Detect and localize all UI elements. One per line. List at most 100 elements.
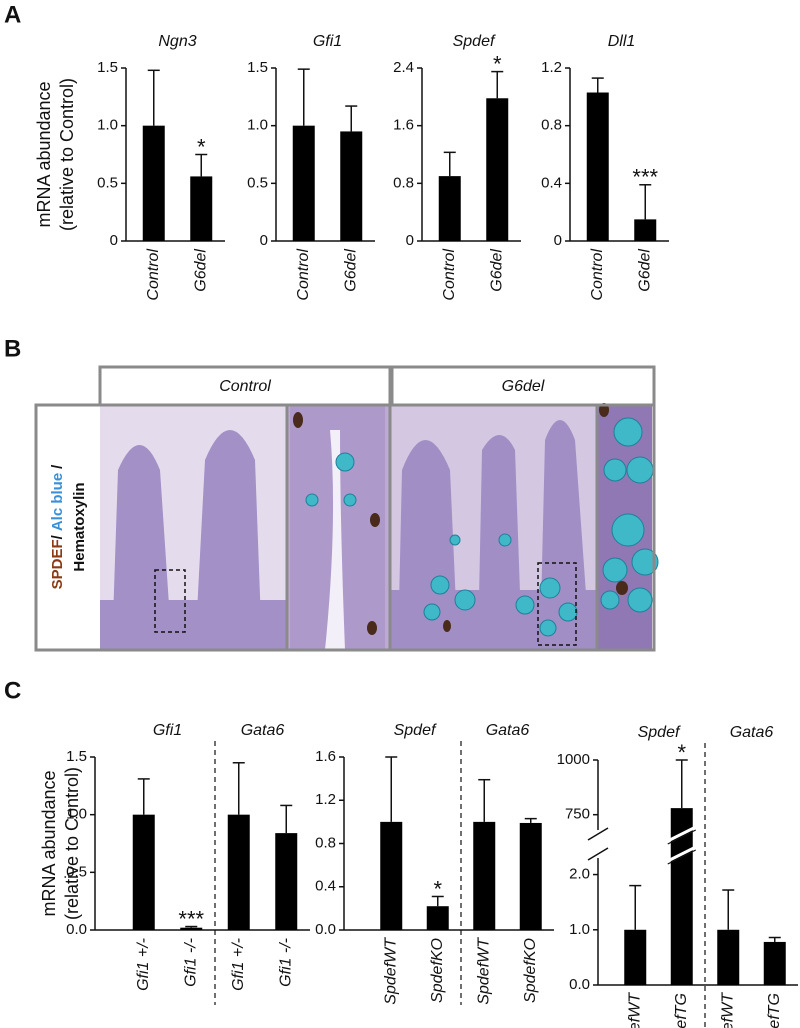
x-tick-label: G6del	[192, 249, 209, 292]
panel-label: C	[4, 677, 21, 704]
group-title: Gfi1	[153, 722, 182, 739]
header-label: G6del	[502, 378, 545, 395]
y-tick-label: 2.4	[393, 59, 414, 76]
y-tick-label: 0.4	[315, 878, 336, 895]
bar	[473, 821, 496, 930]
header-label: Control	[219, 378, 271, 395]
bar-break	[667, 845, 697, 863]
significance: ***	[178, 906, 204, 931]
y-tick-label: 0.5	[66, 863, 87, 880]
y-tick-label: 1.0	[66, 806, 87, 823]
stain-sep: /	[49, 534, 66, 539]
stain-hematoxylin: Hematoxylin	[71, 482, 88, 571]
x-tick-label: SpdefKO	[522, 938, 539, 1003]
x-tick-label: SpdefWT	[475, 937, 492, 1005]
x-tick-label: SpdefTG	[673, 993, 690, 1028]
y-tick-label: 1.2	[315, 791, 336, 808]
y-axis-label: (relative to Control)	[62, 767, 82, 920]
group-title: Gata6	[486, 722, 530, 739]
bar	[292, 125, 315, 241]
bar	[340, 131, 363, 241]
y-tick-label: 0	[260, 232, 268, 249]
zoom-box	[537, 562, 577, 646]
x-tick-label: SpdefWT	[626, 992, 643, 1028]
y-tick-label: 0.0	[66, 921, 87, 938]
group-title: Gata6	[730, 724, 774, 741]
chart-title: Dll1	[608, 33, 636, 50]
bar-break-edge	[667, 829, 697, 845]
bar	[380, 821, 403, 930]
x-tick-label: Gfi1 -/-	[182, 938, 199, 987]
group-title: Gata6	[241, 722, 285, 739]
bar	[624, 929, 647, 985]
x-tick-label: SpdefWT	[382, 937, 399, 1005]
significance: *	[197, 134, 206, 159]
y-tick-label: 1.2	[541, 59, 562, 76]
significance: ***	[632, 165, 658, 190]
bar	[486, 98, 509, 242]
axis-break	[587, 827, 609, 841]
y-tick-label: 0.0	[569, 976, 590, 993]
x-tick-label: Gfi1 +/-	[230, 938, 247, 991]
x-tick-label: Gfi1 +/-	[135, 938, 152, 991]
y-tick-label: 1.5	[66, 748, 87, 765]
panel-label: B	[4, 335, 21, 362]
axis-break	[587, 847, 609, 861]
bar	[586, 92, 609, 241]
bar-break-edge	[667, 849, 697, 865]
group-title: Spdef	[638, 724, 681, 741]
y-tick-label: 0.8	[315, 834, 336, 851]
panel-label: A	[4, 1, 21, 28]
zoom-box	[154, 569, 186, 633]
x-tick-label: Gfi1 -/-	[277, 938, 294, 987]
micrograph-panel: Control G6del	[34, 365, 659, 652]
y-tick-label: 0	[554, 232, 562, 249]
chart-title: Ngn3	[158, 33, 196, 50]
y-tick-label: 0	[406, 232, 414, 249]
significance: *	[493, 51, 502, 76]
y-tick-label: 1.5	[247, 59, 268, 76]
x-tick-label: SpdefWT	[719, 992, 736, 1028]
y-tick-label: 1.0	[97, 117, 118, 134]
y-axis-label: (relative to Control)	[57, 78, 77, 231]
bar	[227, 814, 250, 930]
chart-title: Spdef	[453, 33, 496, 50]
stain-sep: /	[49, 464, 66, 469]
y-tick-label: 0.8	[541, 117, 562, 134]
y-tick-label: 0	[110, 232, 118, 249]
bar	[132, 814, 155, 930]
x-tick-label: Control	[441, 249, 458, 301]
bar-break	[667, 825, 697, 843]
y-tick-label: 0.5	[247, 174, 268, 191]
goblet-cells	[305, 417, 659, 637]
bar	[717, 929, 740, 985]
significance: *	[433, 876, 442, 901]
y-tick-label: 1.6	[393, 117, 414, 134]
y-tick-label: 1.5	[97, 59, 118, 76]
stain-alcian: Alc blue	[49, 473, 66, 531]
bar	[438, 176, 461, 241]
x-tick-label: Control	[589, 249, 606, 301]
bar	[190, 176, 213, 241]
significance: *	[677, 740, 686, 765]
bar	[519, 822, 542, 930]
x-tick-label: Control	[145, 249, 162, 301]
y-axis-label: mRNA abundance	[39, 770, 59, 916]
y-tick-label: 0.5	[97, 174, 118, 191]
bar	[426, 906, 449, 930]
y-tick-label: 1.6	[315, 748, 336, 765]
bar	[763, 941, 786, 985]
x-tick-label: Control	[295, 249, 312, 301]
bar	[180, 927, 203, 930]
chart-title: Gfi1	[313, 33, 342, 50]
x-tick-label: SpdefKO	[429, 938, 446, 1003]
y-tick-label: 0.8	[393, 174, 414, 191]
bar	[275, 833, 298, 930]
x-tick-label: SpdefTG	[766, 993, 783, 1028]
stain-label: SPDEF/Alc blue/	[49, 464, 66, 590]
group-title: Spdef	[394, 722, 437, 739]
y-tick-label: 0.0	[315, 921, 336, 938]
x-tick-label: G6del	[342, 249, 359, 292]
bar	[634, 219, 657, 241]
